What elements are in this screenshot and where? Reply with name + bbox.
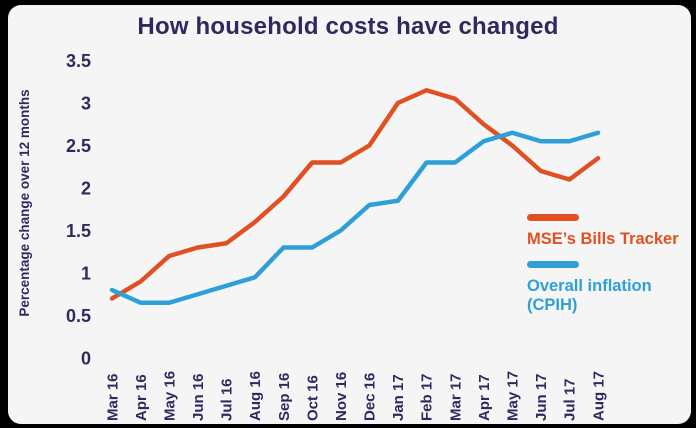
chart-legend: MSE’s Bills Tracker Overall inflation (C… (527, 214, 687, 314)
x-tick-label: Mar 16 (104, 373, 121, 421)
y-tick-label: 0.5 (66, 306, 91, 326)
legend-label-overall-inflation: Overall inflation (CPIH) (527, 277, 652, 314)
y-tick-label: 3.5 (66, 51, 91, 71)
y-tick-label: 3 (81, 93, 91, 113)
chart-title: How household costs have changed (137, 13, 559, 40)
y-tick-label: 1.5 (66, 221, 91, 241)
y-tick-label: 2.5 (66, 136, 91, 156)
x-tick-label: Apr 17 (476, 374, 493, 421)
x-tick-label: Oct 16 (304, 375, 321, 421)
x-tick-label: Jan 17 (390, 374, 407, 421)
blue-line-swatch-icon (527, 261, 579, 269)
x-tick-label: Nov 16 (333, 372, 350, 421)
x-tick-label: Aug 17 (590, 371, 607, 421)
x-tick-label: Jun 16 (190, 373, 207, 421)
x-tick-label: May 17 (505, 371, 522, 421)
y-tick-label: 1 (81, 263, 91, 283)
series-line-overall-inflation-cpih (109, 130, 601, 305)
x-tick-label: Dec 16 (362, 373, 379, 421)
x-tick-label: Jun 17 (533, 373, 550, 421)
x-tick-label: Sep 16 (276, 373, 293, 421)
x-tick-label: Jul 16 (219, 378, 236, 421)
y-tick-label: 0 (81, 348, 91, 368)
legend-item-mse-bills-tracker: MSE’s Bills Tracker (527, 214, 687, 248)
orange-line-swatch-icon (527, 214, 579, 221)
legend-label-mse-bills-tracker: MSE’s Bills Tracker (527, 230, 679, 248)
x-tick-label: Mar 17 (447, 373, 464, 421)
x-tick-label: May 16 (161, 371, 178, 421)
legend-item-overall-inflation: Overall inflation (CPIH) (527, 261, 687, 314)
y-tick-label: 2 (81, 178, 91, 198)
x-tick-label: Feb 17 (419, 373, 436, 421)
x-tick-label: Jul 17 (562, 378, 579, 421)
x-tick-label: Aug 16 (247, 371, 264, 421)
x-tick-label: Apr 16 (133, 374, 150, 421)
series-line-mse-s-bills-tracker (109, 88, 601, 301)
